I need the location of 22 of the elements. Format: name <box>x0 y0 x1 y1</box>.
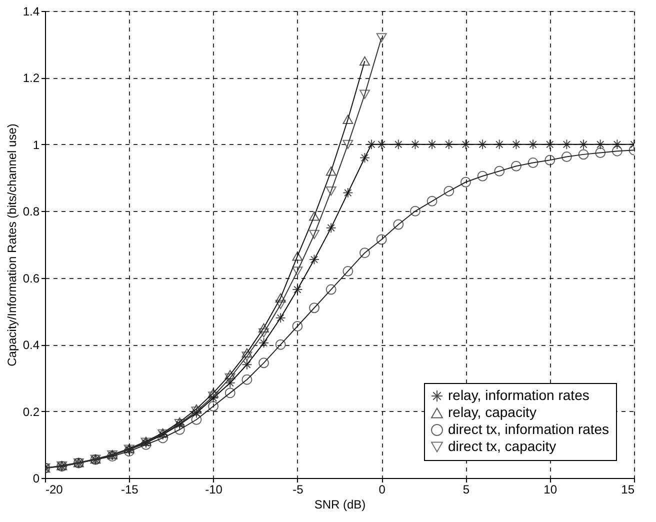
x-tick-label: -5 <box>292 482 304 496</box>
x-axis-title: SNR (dB) <box>314 498 366 512</box>
x-tick-label: -20 <box>46 482 64 496</box>
y-tick-label: 0.2 <box>22 404 40 419</box>
x-tick-label: 10 <box>544 482 558 496</box>
y-tick-label: 1.2 <box>22 71 40 86</box>
x-tick-label: 15 <box>621 482 635 496</box>
y-tick-label: 0.8 <box>22 204 40 219</box>
y-tick-label: 1.4 <box>22 4 40 18</box>
y-tick-label: 0.6 <box>22 271 40 286</box>
y-tick-label: 0 <box>32 472 40 486</box>
x-tick-label: 5 <box>462 482 470 496</box>
legend-label: direct tx, information rates <box>448 421 610 437</box>
y-axis-title: Capacity/Information Rates (bits/channel use) <box>4 124 19 366</box>
legend-label: relay, capacity <box>448 404 536 420</box>
legend-label: direct tx, capacity <box>448 438 556 454</box>
x-tick-label: -15 <box>120 482 139 496</box>
x-tick-label: 0 <box>378 482 386 496</box>
y-tick-label: 1 <box>32 138 40 152</box>
y-tick-label: 0.4 <box>22 338 40 352</box>
legend-label: relay, information rates <box>448 387 590 403</box>
x-tick-label: -10 <box>205 482 223 496</box>
